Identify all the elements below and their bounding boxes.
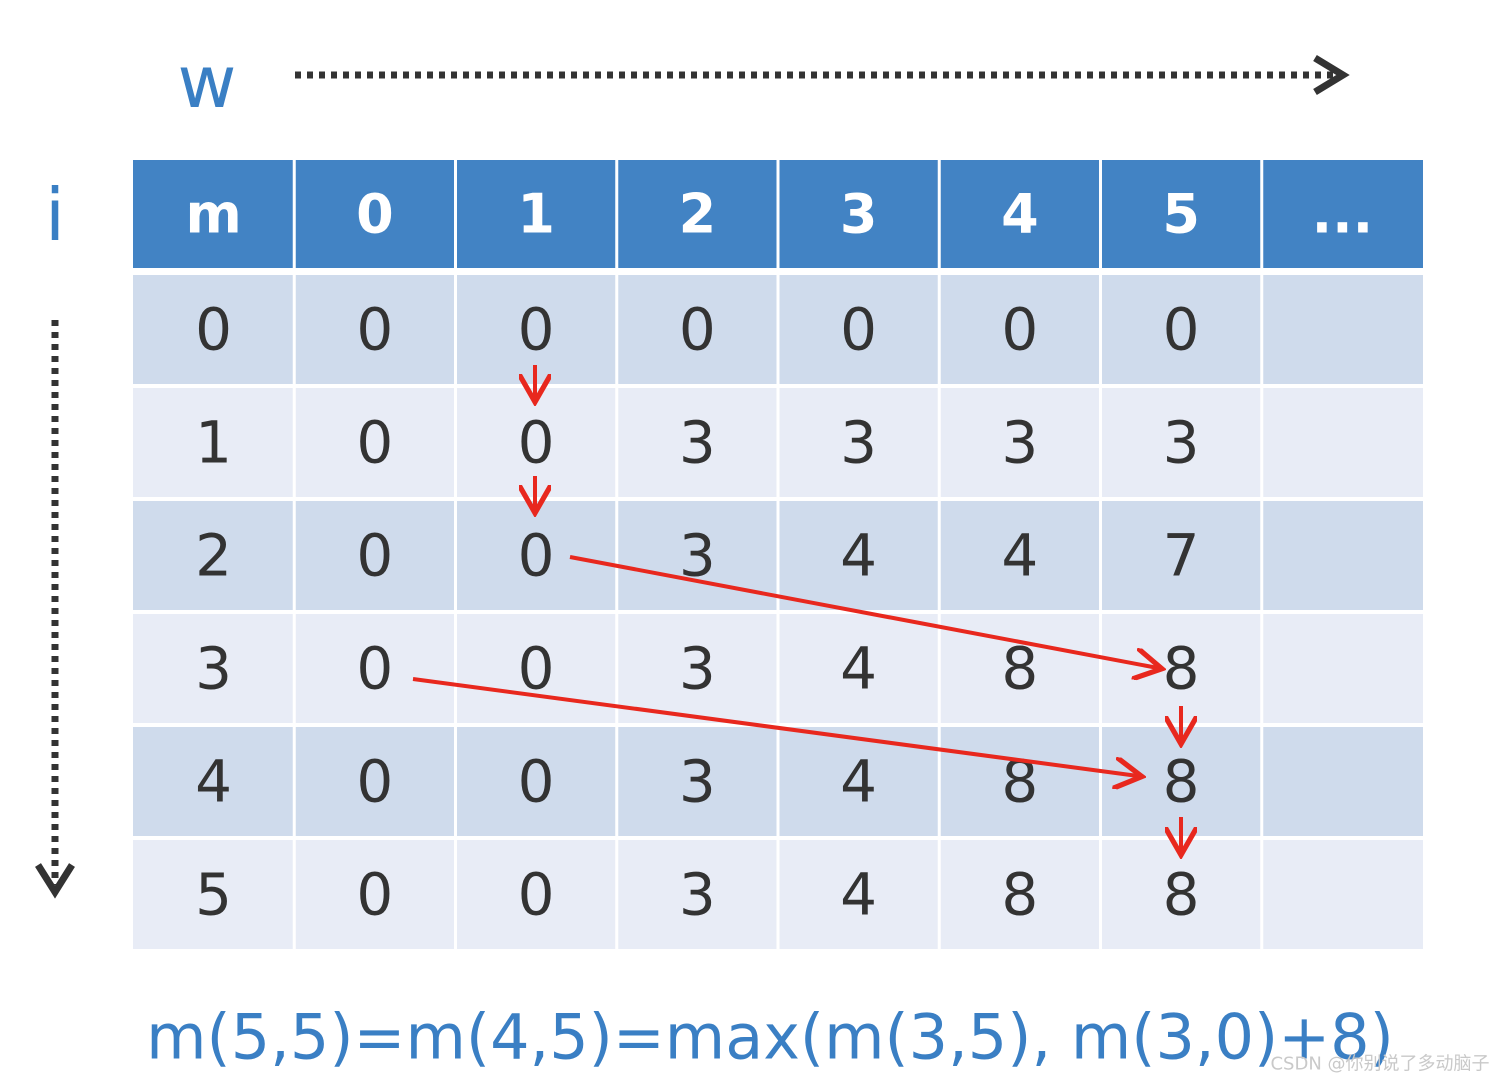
- table-cell: 4: [840, 635, 877, 703]
- table-cell: 0: [840, 296, 877, 364]
- table-cell: 7: [1163, 522, 1200, 590]
- table-cell: 0: [356, 748, 393, 816]
- table-cell: 3: [195, 635, 232, 703]
- red-arrows: [412, 365, 1181, 851]
- table-cell: 4: [840, 522, 877, 590]
- table-cell: 8: [1163, 635, 1200, 703]
- table-cell: 3: [1001, 409, 1038, 477]
- table-cell: 3: [679, 861, 716, 929]
- table-cell: 3: [1163, 409, 1200, 477]
- header-cell: 5: [1162, 183, 1200, 246]
- i-label: i: [45, 173, 65, 257]
- table-cell: 0: [679, 296, 716, 364]
- table: m 0 1 2 3 4 5 ... 0 0 0 0 0 0 0 1 0 0 3 3 3 3 2 0 0 3 4 4 7 3 0 0 3 4 8 8 4 0…: [133, 160, 1423, 949]
- table-cell: 1: [195, 409, 232, 477]
- header-cell: 3: [840, 183, 878, 246]
- table-cell: 4: [840, 748, 877, 816]
- table-cell: 0: [518, 861, 555, 929]
- table-cell: 3: [840, 409, 877, 477]
- table-cell: 2: [195, 522, 232, 590]
- table-cell: 0: [195, 296, 232, 364]
- header-cell: 2: [679, 183, 717, 246]
- i-arrow-head: [35, 863, 75, 899]
- table-cell: 3: [679, 635, 716, 703]
- table-cell: 0: [1001, 296, 1038, 364]
- table-cell: 0: [1163, 296, 1200, 364]
- table-cell: 0: [356, 296, 393, 364]
- table-cell: 4: [195, 748, 232, 816]
- table-cell: 0: [356, 861, 393, 929]
- header-cell: m: [185, 183, 241, 246]
- table-cell: 8: [1001, 861, 1038, 929]
- table-cell: 8: [1163, 861, 1200, 929]
- table-cell: 3: [679, 409, 716, 477]
- table-cell: 0: [356, 409, 393, 477]
- header-cell: 0: [356, 183, 394, 246]
- table-cell: 4: [1001, 522, 1038, 590]
- w-arrow-head: [1313, 55, 1350, 95]
- header-cell: 4: [1001, 183, 1039, 246]
- table-cell: 0: [518, 748, 555, 816]
- header-cell: 1: [517, 183, 555, 246]
- table-cell: 4: [840, 861, 877, 929]
- table-cell: 0: [518, 409, 555, 477]
- w-label: w: [178, 40, 237, 124]
- table-cell: 0: [356, 522, 393, 590]
- table-cell: 0: [518, 635, 555, 703]
- table-cell: 0: [518, 296, 555, 364]
- header-cell: ...: [1312, 183, 1374, 246]
- table-cell: 0: [356, 635, 393, 703]
- table-cell: 0: [518, 522, 555, 590]
- watermark: CSDN @你别说了多动脑子: [1270, 1054, 1489, 1075]
- formula: m(5,5)=m(4,5)=max(m(3,5), m(3,0)+8): [146, 1001, 1394, 1074]
- table-cell: 3: [679, 748, 716, 816]
- table-cell: 8: [1163, 748, 1200, 816]
- table-cell: 5: [195, 861, 232, 929]
